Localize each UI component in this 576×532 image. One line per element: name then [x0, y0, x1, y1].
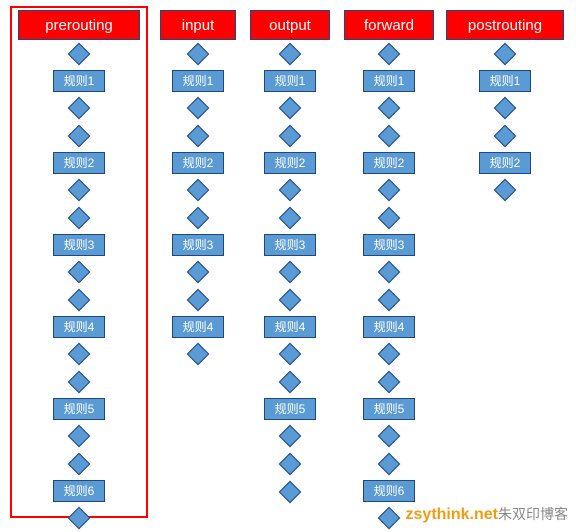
chain-header-prerouting: prerouting	[18, 10, 140, 40]
connector-diamond	[494, 43, 517, 66]
rule-node: 规则4	[172, 316, 224, 338]
connector-diamond	[378, 97, 401, 120]
connector-diamond	[68, 507, 91, 530]
rule-node: 规则6	[53, 480, 105, 502]
rule-node: 规则4	[363, 316, 415, 338]
watermark-label: 朱双印博客	[498, 506, 568, 522]
chain-input: input 规则1 规则2 规则3 规则4	[160, 10, 236, 368]
connector-diamond	[279, 97, 302, 120]
rule-node: 规则4	[53, 316, 105, 338]
chain-header-input: input	[160, 10, 236, 40]
rule-node: 规则1	[479, 70, 531, 92]
connector-diamond	[68, 343, 91, 366]
chain-header-output: output	[250, 10, 330, 40]
connector-diamond	[378, 453, 401, 476]
connector-diamond	[279, 43, 302, 66]
rule-node: 规则5	[53, 398, 105, 420]
connector-diamond	[378, 507, 401, 530]
connector-diamond	[187, 261, 210, 284]
rule-node: 规则6	[363, 480, 415, 502]
chain-header-forward: forward	[344, 10, 434, 40]
connector-diamond	[279, 125, 302, 148]
rule-node: 规则2	[53, 152, 105, 174]
chain-forward: forward 规则1 规则2 规则3 规则4 规则5 规则6	[344, 10, 434, 532]
rules-column: 规则1 规则2 规则3 规则4 规则5	[250, 40, 330, 506]
connector-diamond	[279, 289, 302, 312]
connector-diamond	[68, 289, 91, 312]
connector-diamond	[494, 97, 517, 120]
rule-node: 规则3	[172, 234, 224, 256]
rule-node: 规则2	[363, 152, 415, 174]
watermark-site: zsythink.net	[406, 506, 498, 523]
connector-diamond	[378, 261, 401, 284]
connector-diamond	[378, 343, 401, 366]
connector-diamond	[68, 371, 91, 394]
connector-diamond	[494, 125, 517, 148]
connector-diamond	[68, 97, 91, 120]
connector-diamond	[68, 125, 91, 148]
chain-prerouting: prerouting 规则1 规则2 规则3 规则4 规则5 规则6	[18, 10, 140, 532]
connector-diamond	[279, 261, 302, 284]
diagram-canvas: prerouting规则1规则2规则3规则4规则5规则6input规则1规则2规…	[0, 0, 576, 530]
rule-node: 规则3	[363, 234, 415, 256]
rule-node: 规则2	[479, 152, 531, 174]
rule-node: 规则1	[53, 70, 105, 92]
rules-column: 规则1 规则2 规则3 规则4	[160, 40, 236, 368]
connector-diamond	[378, 43, 401, 66]
chain-output: output 规则1 规则2 规则3 规则4 规则5	[250, 10, 330, 506]
rules-column: 规则1 规则2	[446, 40, 564, 204]
connector-diamond	[279, 371, 302, 394]
connector-diamond	[187, 289, 210, 312]
rule-node: 规则4	[264, 316, 316, 338]
rule-node: 规则2	[172, 152, 224, 174]
chain-header-postrouting: postrouting	[446, 10, 564, 40]
connector-diamond	[378, 179, 401, 202]
rule-node: 规则2	[264, 152, 316, 174]
connector-diamond	[187, 97, 210, 120]
connector-diamond	[279, 425, 302, 448]
connector-diamond	[378, 425, 401, 448]
connector-diamond	[279, 179, 302, 202]
connector-diamond	[68, 43, 91, 66]
rules-column: 规则1 规则2 规则3 规则4 规则5 规则6	[18, 40, 140, 532]
rule-node: 规则1	[172, 70, 224, 92]
connector-diamond	[279, 481, 302, 504]
connector-diamond	[187, 125, 210, 148]
rules-column: 规则1 规则2 规则3 规则4 规则5 规则6	[344, 40, 434, 532]
connector-diamond	[68, 207, 91, 230]
chain-postrouting: postrouting 规则1 规则2	[446, 10, 564, 204]
connector-diamond	[187, 343, 210, 366]
connector-diamond	[378, 289, 401, 312]
connector-diamond	[187, 43, 210, 66]
connector-diamond	[279, 343, 302, 366]
rule-node: 规则3	[53, 234, 105, 256]
connector-diamond	[378, 125, 401, 148]
connector-diamond	[68, 261, 91, 284]
connector-diamond	[378, 207, 401, 230]
rule-node: 规则1	[264, 70, 316, 92]
connector-diamond	[378, 371, 401, 394]
connector-diamond	[187, 207, 210, 230]
connector-diamond	[187, 179, 210, 202]
connector-diamond	[279, 453, 302, 476]
connector-diamond	[279, 207, 302, 230]
connector-diamond	[68, 425, 91, 448]
connector-diamond	[494, 179, 517, 202]
rule-node: 规则5	[264, 398, 316, 420]
connector-diamond	[68, 179, 91, 202]
watermark: zsythink.net朱双印博客	[406, 504, 568, 524]
connector-diamond	[68, 453, 91, 476]
rule-node: 规则3	[264, 234, 316, 256]
rule-node: 规则1	[363, 70, 415, 92]
rule-node: 规则5	[363, 398, 415, 420]
